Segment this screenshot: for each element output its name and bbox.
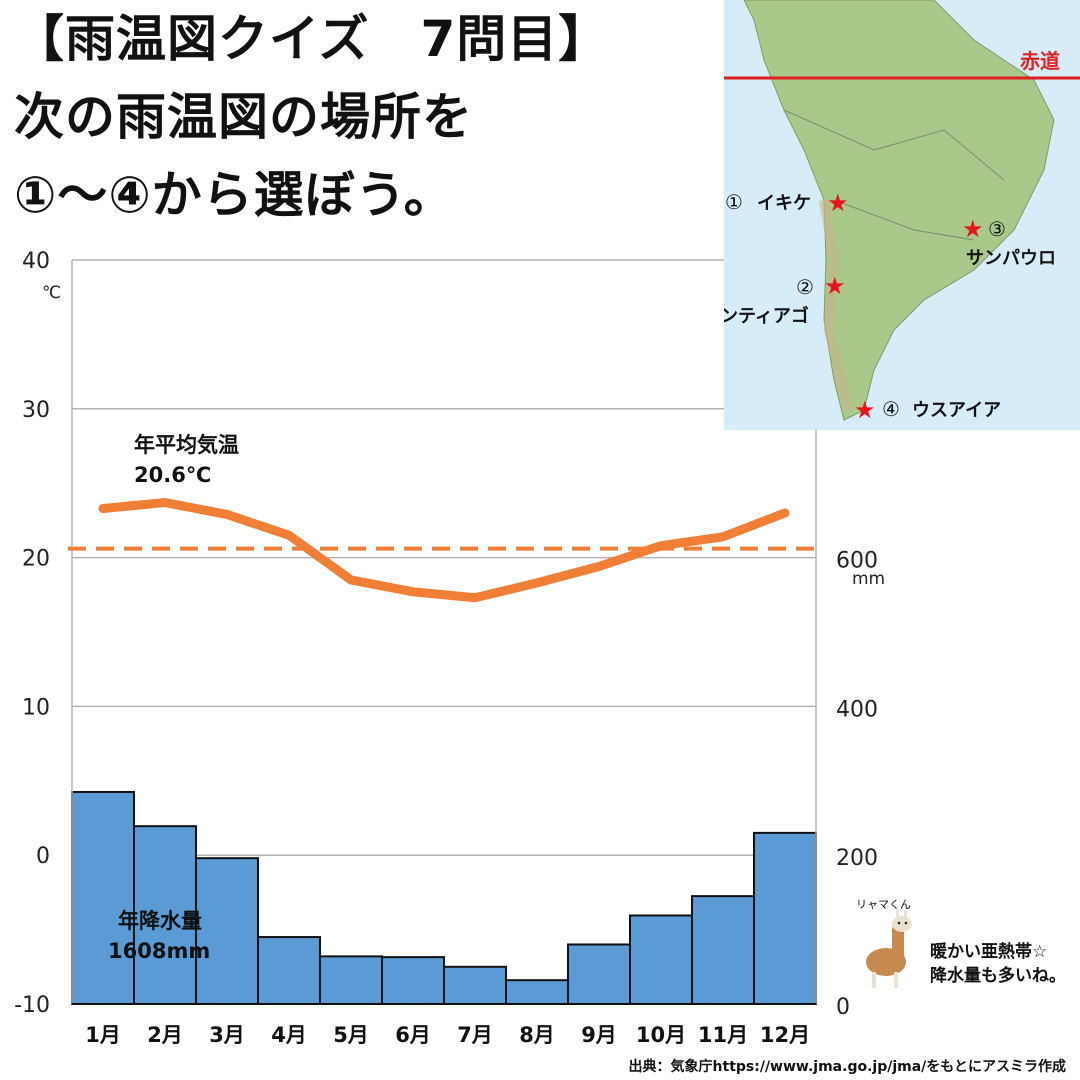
temp-unit-label: ℃ [42,283,61,303]
precip-tick-label: 400 [836,697,878,722]
precip-bar [443,965,507,1005]
place-label-2-num: ② [796,275,814,299]
precip-bar [753,831,817,1005]
month-label: 12月 [760,1023,810,1047]
place-label-1-num: ① [725,190,743,214]
place-label-4-name: ウスアイア [912,400,1001,421]
precip-tick-label: 0 [836,995,850,1020]
title-line-3: ①～④から選ぼう。 [14,166,455,224]
temp-tick-label: 10 [22,695,50,720]
precip-bar [319,955,383,1005]
title-line-2: 次の雨温図の場所を [14,88,473,146]
annual-temp-value: 20.6℃ [134,463,211,487]
temp-tick-label: -10 [14,993,50,1018]
precip-unit-label: mm [852,569,885,589]
annual-temp-label: 年平均気温 [134,433,239,457]
title-line-1: 【雨温図クイズ 7問目】 [14,10,610,68]
precip-bar [381,956,445,1005]
star-marker-4: ★ [854,396,876,424]
month-label: 2月 [147,1023,183,1047]
continent-shape [743,0,1055,421]
month-label: 6月 [395,1023,431,1047]
annual-precip-label: 年降水量 [118,909,202,933]
precip-bar [257,936,321,1005]
month-label: 3月 [209,1023,245,1047]
precip-bar [195,857,259,1006]
place-label-1-name: イキケ [757,193,811,214]
month-label: 10月 [636,1023,686,1047]
precip-tick-label: 200 [836,846,878,871]
star-marker-1: ★ [827,189,849,217]
month-label: 5月 [333,1023,369,1047]
precip-bar [629,914,693,1005]
precip-tick-label: 600 [836,549,878,574]
precip-bar [505,979,569,1006]
precip-bar [567,943,631,1005]
temperature-line [98,498,790,603]
precip-bar [133,825,197,1006]
temp-tick-label: 0 [36,844,50,869]
month-label: 9月 [581,1023,617,1047]
equator-label: 赤道 [1020,49,1060,73]
month-label: 11月 [698,1023,748,1047]
mascot-comment-2: 降水量も多いね。 [930,966,1066,986]
temp-tick-label: 40 [22,249,50,274]
llama-mascot-icon [866,910,912,988]
annual-precip-value: 1608mm [108,939,210,963]
temp-tick-label: 30 [22,398,50,423]
place-label-4-num: ④ [882,397,900,421]
mascot-comment-1: 暖かい亜熱帯☆ [930,942,1048,962]
source-credit: 出典：気象庁https://www.jma.go.jp/jma/をもとにアスミラ… [628,1059,1066,1075]
precip-bar [691,895,755,1005]
place-label-3-num: ③ [988,217,1006,241]
star-marker-2: ★ [824,272,846,300]
place-label-3-name: サンパウロ [966,248,1056,269]
temp-tick-label: 20 [22,547,50,572]
month-label: 4月 [271,1023,307,1047]
precip-bar [71,790,135,1006]
mascot-name: リャマくん [856,898,911,911]
month-label: 7月 [457,1023,493,1047]
star-marker-3: ★ [962,215,984,243]
place-label-2-name: サンティアゴ [724,305,809,327]
month-label: 1月 [85,1023,121,1047]
month-label: 8月 [519,1023,555,1047]
south-america-map: 赤道 ★ ① イキケ ★ ③ サンパウロ ★ ② サンティアゴ ★ ④ ウスアイ… [724,0,1080,430]
